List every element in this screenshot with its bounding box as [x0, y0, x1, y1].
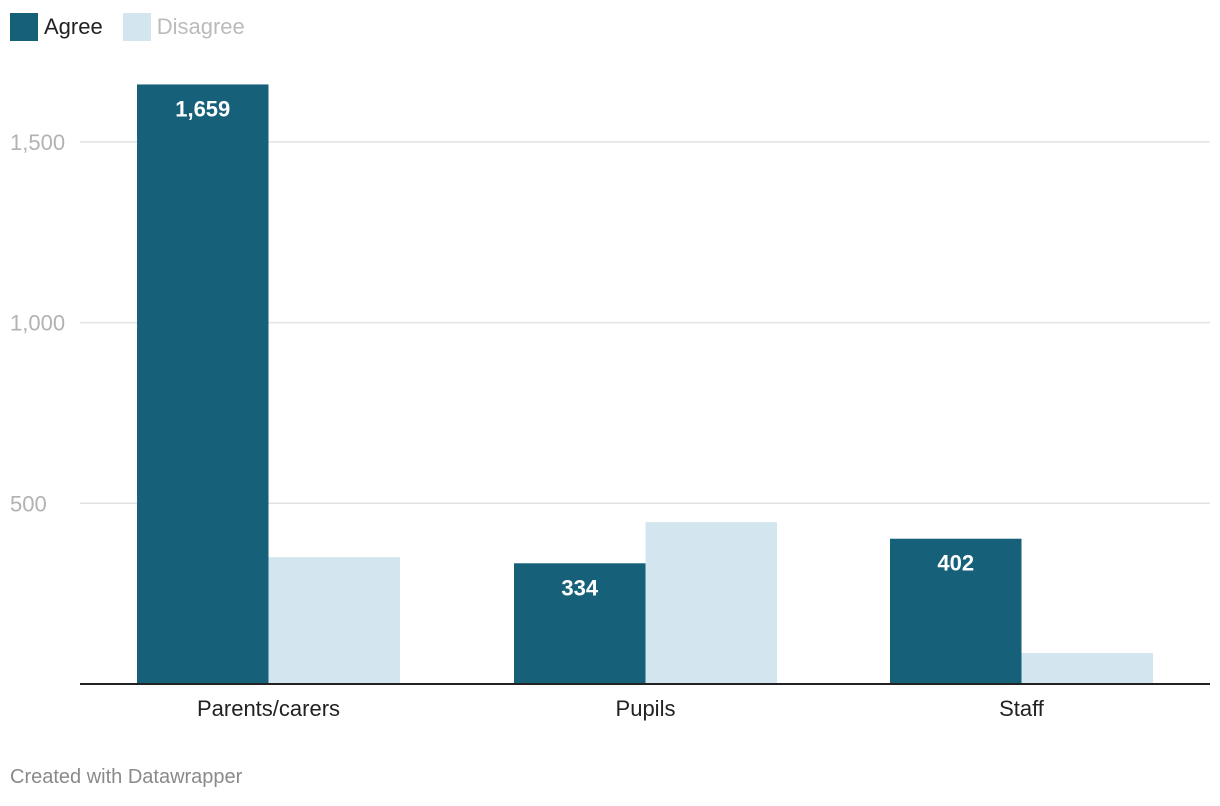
data-label: 402: [937, 551, 974, 576]
data-label: 334: [561, 575, 598, 600]
legend: Agree Disagree: [10, 12, 265, 42]
legend-swatch-agree: [10, 13, 38, 41]
y-tick-label: 1,000: [10, 311, 65, 336]
x-tick-label: Parents/carers: [197, 696, 340, 721]
footer-credit: Created with Datawrapper: [10, 766, 243, 788]
bar-agree-pupils: [514, 563, 646, 684]
bar-disagree-parentscarers: [268, 557, 400, 684]
legend-label-disagree: Disagree: [156, 14, 245, 39]
x-tick-label: Staff: [999, 696, 1045, 721]
y-tick-label: 1,500: [10, 130, 65, 155]
data-label: 1,659: [175, 96, 230, 121]
legend-item-agree: Agree: [10, 13, 103, 41]
legend-label-agree: Agree: [44, 14, 103, 39]
bar-disagree-pupils: [645, 522, 777, 684]
x-tick-label: Pupils: [616, 696, 676, 721]
legend-item-disagree: Disagree: [122, 13, 245, 41]
bar-agree-staff: [890, 538, 1022, 684]
bar-agree-parentscarers: [137, 84, 269, 685]
y-tick-label: 500: [10, 491, 47, 516]
legend-swatch-disagree: [122, 13, 151, 41]
bar-disagree-staff: [1021, 652, 1153, 684]
